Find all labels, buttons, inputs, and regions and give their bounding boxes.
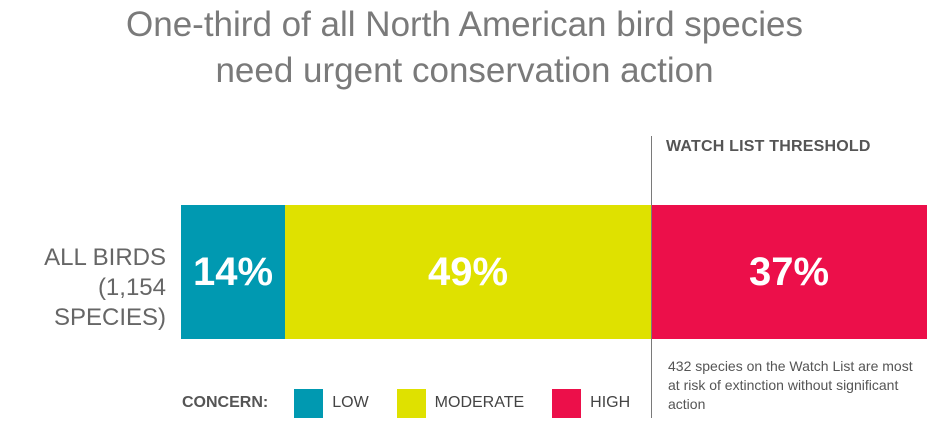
data-label-moderate: 49% bbox=[427, 249, 509, 294]
data-label-high: 37% bbox=[748, 249, 830, 294]
legend-item-high: HIGH bbox=[552, 388, 631, 418]
legend-label-high: HIGH bbox=[590, 394, 631, 411]
threshold-line bbox=[651, 136, 652, 418]
legend: CONCERN: LOW MODERATE HIGH bbox=[182, 388, 658, 418]
bar-segment-moderate: 49% bbox=[285, 205, 651, 339]
data-label-low: 14% bbox=[192, 249, 274, 294]
legend-item-moderate: MODERATE bbox=[396, 388, 525, 418]
category-label: ALL BIRDS (1,154 SPECIES) bbox=[44, 244, 166, 331]
stacked-bar: 14% 49% 37% bbox=[181, 205, 927, 339]
legend-item-low: LOW bbox=[294, 388, 369, 418]
legend-title: CONCERN: bbox=[182, 394, 269, 411]
legend-label-low: LOW bbox=[332, 394, 369, 411]
bar-segment-high: 37% bbox=[651, 205, 927, 339]
legend-swatch-high bbox=[552, 388, 582, 418]
legend-swatch-low bbox=[294, 388, 324, 418]
legend-label-moderate: MODERATE bbox=[434, 394, 525, 411]
legend-swatch-moderate bbox=[396, 388, 426, 418]
bar-segment-low: 14% bbox=[181, 205, 285, 339]
chart-title: One-third of all North American bird spe… bbox=[126, 5, 803, 90]
threshold-label: WATCH LIST THRESHOLD bbox=[666, 138, 871, 155]
watch-list-annotation: 432 species on the Watch List are most a… bbox=[668, 358, 913, 412]
